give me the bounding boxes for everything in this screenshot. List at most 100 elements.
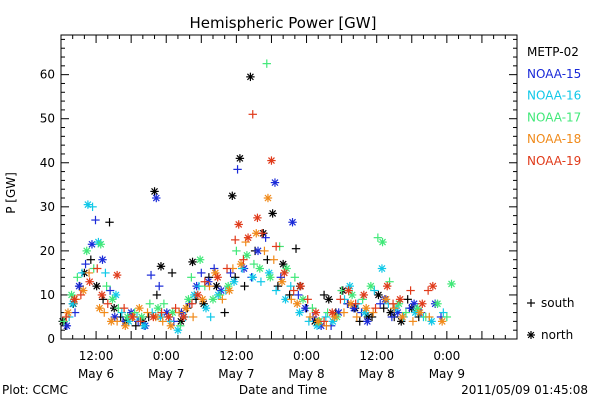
north-point	[363, 317, 372, 326]
north-point	[121, 321, 130, 330]
north-point	[67, 290, 76, 300]
north-point	[395, 295, 405, 304]
south-point	[103, 299, 112, 308]
south-point	[249, 259, 259, 269]
north-point	[253, 246, 263, 256]
south-point	[405, 303, 414, 313]
south-point	[239, 255, 248, 264]
north-point	[243, 233, 253, 242]
north-point	[228, 191, 237, 201]
footer-credit: Plot: CCMC	[2, 383, 68, 397]
x-tick-label: 0:00	[293, 349, 320, 363]
x-tick-label: 12:00	[359, 349, 394, 363]
north-point	[195, 255, 205, 264]
south-point	[352, 312, 362, 322]
south-point	[218, 295, 227, 304]
north-point	[374, 290, 383, 300]
south-point	[442, 312, 452, 322]
plot-area: 0 10 20 30 40 50 60 12:00 May 6 0:00 May 7 12:00 May…	[40, 34, 518, 381]
south-point	[294, 290, 303, 300]
north-point	[409, 299, 419, 308]
south-point	[248, 110, 257, 119]
south-point	[376, 299, 385, 308]
north-point	[246, 72, 255, 82]
legend-item: NOAA-18	[527, 132, 581, 146]
south-point	[339, 308, 349, 317]
x-tick-label: 12:00	[79, 349, 114, 363]
south-point	[257, 229, 267, 238]
south-point	[321, 312, 331, 322]
south-point	[240, 281, 249, 291]
south-point	[232, 246, 241, 256]
south-point	[423, 286, 433, 295]
south-point	[77, 268, 87, 278]
north-point	[188, 257, 197, 267]
x-tick-label: 12:00	[219, 349, 254, 363]
north-point	[79, 286, 88, 295]
south-point	[319, 290, 329, 300]
y-tick-label: 30	[40, 200, 55, 214]
south-point	[269, 255, 278, 264]
south-point	[84, 268, 94, 278]
south-point	[322, 321, 331, 330]
south-point	[105, 286, 115, 295]
south-point	[401, 308, 411, 317]
legend-item: NOAA-15	[527, 67, 581, 81]
south-point	[368, 308, 378, 317]
north-point	[208, 295, 218, 304]
north-point	[184, 295, 193, 304]
south-point	[287, 295, 296, 304]
south-point	[385, 277, 394, 286]
south-point	[271, 242, 281, 251]
north-point	[63, 308, 73, 317]
north-point	[128, 312, 137, 322]
north-point	[398, 312, 407, 322]
north-point	[85, 277, 94, 286]
south-point	[291, 244, 301, 253]
south-point	[100, 308, 109, 317]
north-point	[292, 299, 302, 308]
south-point	[70, 308, 80, 317]
south-point	[408, 317, 418, 326]
north-point	[267, 156, 276, 165]
north-point	[428, 281, 438, 291]
north-point	[98, 255, 107, 264]
south-point	[73, 273, 82, 282]
south-point	[286, 281, 295, 291]
south-point	[367, 312, 377, 322]
north-point	[139, 321, 149, 330]
south-point	[289, 286, 298, 295]
south-point	[119, 303, 129, 313]
north-point	[288, 218, 297, 227]
chart-title: Hemispheric Power [GW]	[190, 14, 377, 32]
north-point	[383, 281, 392, 291]
north-point	[377, 264, 387, 273]
south-point	[152, 290, 162, 300]
north-point	[242, 251, 252, 260]
north-point	[137, 312, 146, 322]
south-point	[81, 259, 90, 269]
north-point	[236, 259, 246, 269]
north-point	[153, 303, 163, 313]
south-point	[215, 290, 225, 300]
south-point	[406, 286, 415, 295]
south-point	[379, 303, 388, 313]
north-point	[278, 259, 288, 269]
north-point	[427, 317, 436, 326]
north-point	[112, 270, 122, 280]
south-point	[370, 286, 379, 295]
north-point	[266, 273, 275, 282]
plot-frame	[60, 34, 518, 340]
north-point	[255, 264, 264, 273]
north-point	[415, 308, 425, 317]
north-point	[378, 237, 387, 247]
north-point	[298, 295, 308, 304]
south-point	[101, 268, 110, 278]
south-point	[88, 202, 97, 212]
south-point	[136, 317, 145, 326]
x-tick-date-label: May 7	[218, 367, 254, 381]
north-point	[381, 295, 391, 304]
footer-timestamp: 2011/05/09 01:45:08	[461, 383, 588, 397]
south-point	[187, 299, 197, 308]
